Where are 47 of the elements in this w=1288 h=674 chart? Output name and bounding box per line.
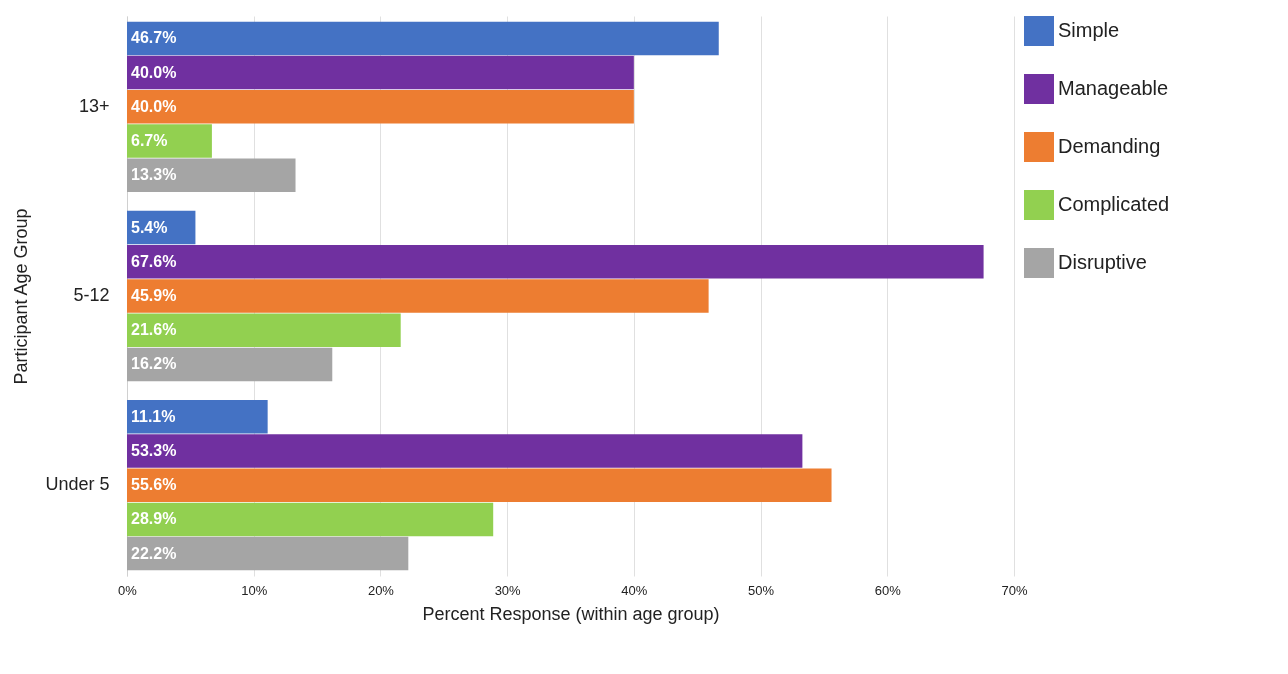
bar [127, 434, 803, 468]
bar [127, 55, 634, 90]
x-tick-label: 70% [1001, 582, 1028, 598]
bar [127, 468, 832, 502]
data-label: 40.0% [131, 63, 177, 81]
data-label: 13.3% [131, 166, 177, 184]
y-tick-label: 5-12 [73, 285, 110, 305]
bar [127, 90, 634, 124]
y-tick-label: 13+ [78, 95, 110, 116]
bar [127, 279, 709, 313]
bar [127, 245, 984, 279]
legend-label: Demanding [1058, 135, 1161, 157]
data-label: 22.2% [131, 544, 177, 562]
y-axis-title: Participant Age Group [11, 208, 32, 385]
bar [127, 158, 296, 192]
bar [127, 347, 333, 382]
legend-label: Simple [1058, 19, 1120, 41]
data-label: 6.7% [131, 132, 168, 149]
legend-label: Disruptive [1058, 251, 1147, 273]
data-label: 55.6% [131, 476, 177, 494]
x-tick-label: 0% [118, 582, 138, 598]
data-label: 11.1% [131, 407, 176, 425]
x-tick-label: 30% [494, 582, 522, 598]
x-tick-label: 10% [241, 582, 268, 598]
data-label: 40.0% [131, 97, 177, 115]
y-tick-label: Under 5 [45, 474, 110, 495]
legend-label: Manageable [1058, 77, 1169, 99]
data-label: 21.6% [131, 321, 177, 339]
data-label: 16.2% [131, 355, 177, 373]
data-label: 53.3% [131, 442, 177, 459]
bar [127, 21, 719, 56]
bar [127, 124, 212, 158]
x-tick-label: 40% [621, 582, 648, 598]
bar [127, 400, 268, 434]
bar [127, 313, 401, 347]
data-label: 45.9% [131, 287, 177, 304]
x-tick-label: 50% [748, 582, 775, 598]
x-axis-title: Percent Response (within age group) [422, 603, 720, 624]
data-label: 5.4% [131, 218, 168, 236]
data-label: 28.9% [131, 510, 177, 528]
data-label: 46.7% [131, 29, 177, 47]
x-tick-label: 20% [367, 582, 395, 598]
bar [127, 536, 409, 571]
data-label: 67.6% [131, 252, 177, 270]
x-tick-label: 60% [874, 582, 902, 598]
bar [127, 502, 494, 537]
legend-label: Complicated [1058, 193, 1170, 215]
